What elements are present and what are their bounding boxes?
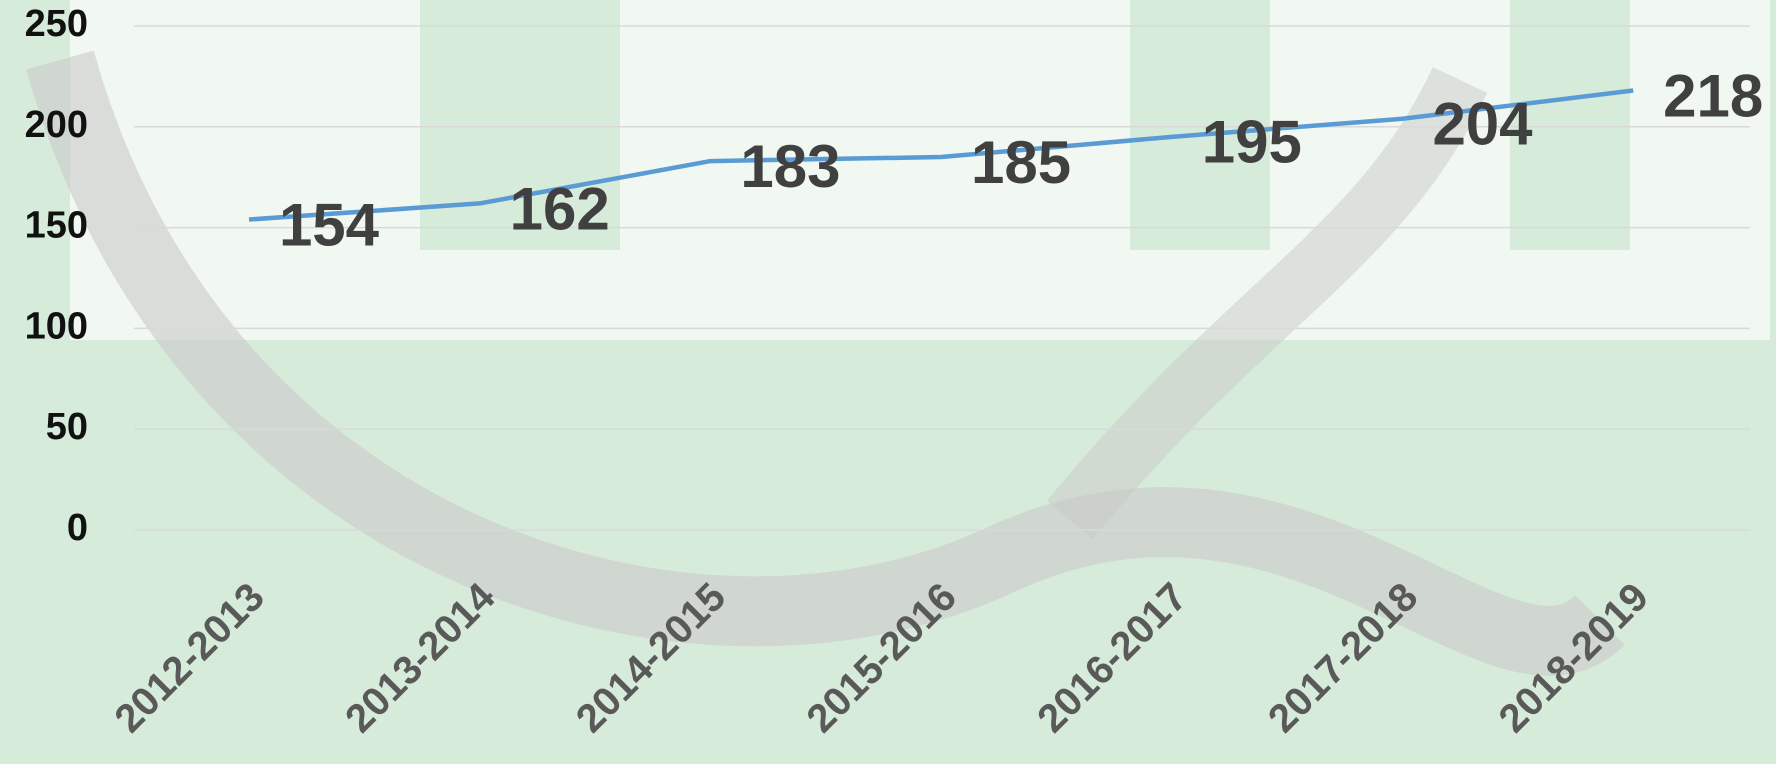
data-label: 185: [971, 129, 1071, 196]
data-label: 195: [1202, 109, 1302, 176]
y-tick-label: 100: [25, 305, 88, 347]
data-label: 154: [279, 191, 380, 258]
data-label: 218: [1663, 62, 1763, 129]
data-line: [248, 88, 1634, 222]
y-tick-label: 150: [25, 205, 88, 247]
y-tick-label: 250: [25, 3, 88, 45]
data-label: 204: [1432, 91, 1533, 158]
y-tick-label: 0: [67, 507, 88, 549]
data-label: 183: [740, 133, 840, 200]
y-tick-label: 50: [46, 406, 88, 448]
y-tick-label: 200: [25, 104, 88, 146]
data-label: 162: [510, 175, 610, 242]
